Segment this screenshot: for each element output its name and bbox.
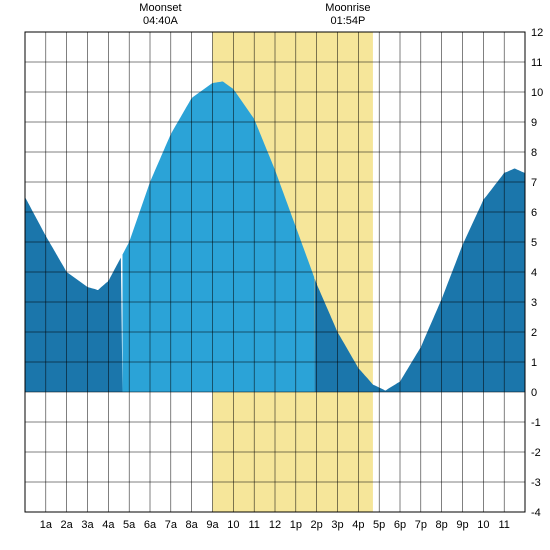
x-tick-label: 3p [331, 519, 343, 531]
y-tick-label: 1 [531, 357, 537, 369]
y-tick-label: 7 [531, 177, 537, 189]
x-tick-label: 9a [206, 519, 219, 531]
x-tick-label: 3a [81, 519, 94, 531]
annotation-title: Moonrise [325, 2, 370, 15]
x-tick-label: 2a [61, 519, 74, 531]
y-tick-label: 11 [531, 57, 542, 69]
annotation-time: 01:54P [325, 15, 370, 28]
x-tick-label: 1a [40, 519, 53, 531]
chart-svg: -4-3-2-101234567891011121a2a3a4a5a6a7a8a… [0, 0, 550, 550]
y-tick-label: 10 [531, 87, 543, 99]
x-tick-label: 10 [477, 519, 489, 531]
y-tick-label: 4 [531, 267, 537, 279]
y-tick-label: 3 [531, 297, 537, 309]
x-tick-label: 12 [269, 519, 281, 531]
x-tick-label: 1p [290, 519, 302, 531]
tide-chart: Moonset04:40AMoonrise01:54P -4-3-2-10123… [0, 0, 550, 550]
y-tick-label: -3 [531, 477, 541, 489]
x-tick-label: 5a [123, 519, 136, 531]
x-tick-label: 4a [102, 519, 115, 531]
x-tick-label: 8a [186, 519, 199, 531]
annotations-layer: Moonset04:40A Moonrise01:54P [0, 0, 550, 32]
annotation-title: Moonset [139, 2, 181, 15]
moonrise-annotation: Moonrise01:54P [325, 2, 370, 28]
y-tick-label: 0 [531, 387, 537, 399]
y-tick-label: -1 [531, 417, 541, 429]
x-tick-label: 5p [373, 519, 385, 531]
y-tick-label: 8 [531, 147, 537, 159]
x-tick-label: 2p [311, 519, 323, 531]
x-tick-label: 11 [498, 519, 509, 531]
x-tick-label: 6p [394, 519, 406, 531]
x-tick-label: 7a [165, 519, 178, 531]
y-tick-label: -2 [531, 447, 541, 459]
x-tick-label: 9p [456, 519, 468, 531]
x-tick-label: 8p [436, 519, 448, 531]
y-tick-label: 9 [531, 117, 537, 129]
x-tick-label: 10 [227, 519, 239, 531]
y-tick-label: 6 [531, 207, 537, 219]
annotation-time: 04:40A [139, 15, 181, 28]
x-tick-label: 4p [352, 519, 364, 531]
y-tick-label: -4 [531, 507, 541, 519]
x-tick-label: 11 [248, 519, 259, 531]
y-tick-label: 2 [531, 327, 537, 339]
y-tick-label: 5 [531, 237, 537, 249]
moonset-annotation: Moonset04:40A [139, 2, 181, 28]
x-tick-label: 6a [144, 519, 157, 531]
x-tick-label: 7p [415, 519, 427, 531]
